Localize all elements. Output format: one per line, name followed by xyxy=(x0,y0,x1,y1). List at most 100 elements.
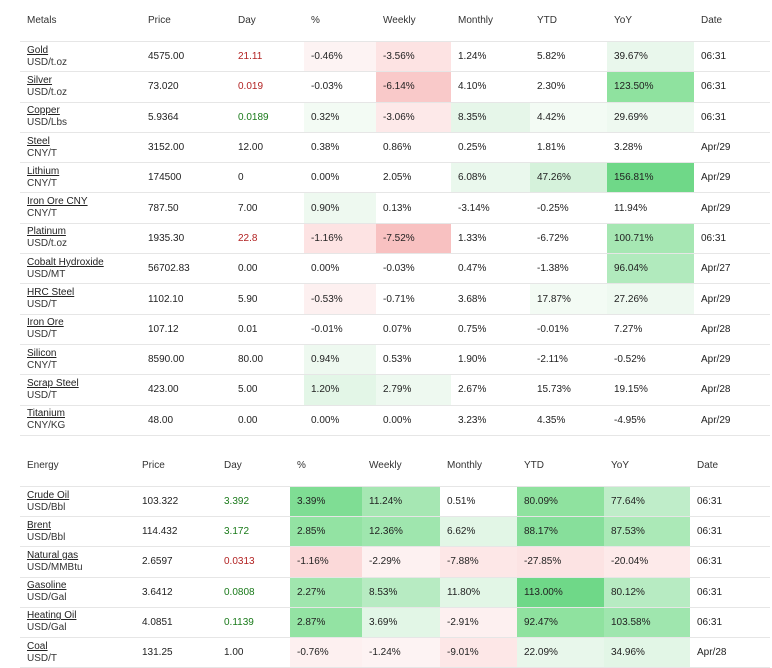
weekly-cell: 11.24% xyxy=(362,485,440,517)
weekly-cell: -7.52% xyxy=(376,222,451,254)
day-change-cell: 0.01 xyxy=(231,313,304,345)
date-cell: Apr/29 xyxy=(694,131,770,163)
table-row[interactable]: Crude Oil USD/Bbl 103.322 3.392 3.39% 11.24% 0… xyxy=(20,485,770,517)
table-row[interactable]: HRC Steel USD/T 1102.10 5.90 -0.53% -0.71% 3.6… xyxy=(20,283,770,315)
ytd-cell: 15.73% xyxy=(530,374,607,406)
yoy-cell: -4.95% xyxy=(607,404,694,436)
pct-change-cell: 0.90% xyxy=(304,192,376,224)
col-header-yoy: YoY xyxy=(607,0,694,42)
monthly-cell: 1.33% xyxy=(451,222,530,254)
weekly-cell: -0.03% xyxy=(376,253,451,284)
metals-header: Metals Price Day % Weekly Monthly YTD Yo… xyxy=(20,0,770,42)
table-row[interactable]: Brent USD/Bbl 114.432 3.172 2.85% 12.36% 6.62%… xyxy=(20,516,770,547)
monthly-cell: -3.14% xyxy=(451,192,530,224)
col-header-yoy: YoY xyxy=(604,445,690,487)
commodity-link[interactable]: Iron Ore CNY xyxy=(27,196,88,208)
yoy-cell: 100.71% xyxy=(607,222,694,254)
price-cell: 5.9364 xyxy=(141,101,231,133)
table-row[interactable]: Gasoline USD/Gal 3.6412 0.0808 2.27% 8.53% 11.… xyxy=(20,576,770,608)
price-cell: 114.432 xyxy=(135,516,217,547)
table-row[interactable]: Gold USD/t.oz 4575.00 21.11 -0.46% -3.56% 1.24… xyxy=(20,40,770,72)
table-row[interactable]: Iron Ore USD/T 107.12 0.01 -0.01% 0.07% 0.75% -… xyxy=(20,313,770,345)
table-row[interactable]: Titanium CNY/KG 48.00 0.00 0.00% 0.00% 3.23% 4.… xyxy=(20,404,770,436)
commodity-link[interactable]: Silver xyxy=(27,74,53,86)
table-row[interactable]: Silicon CNY/T 8590.00 80.00 0.94% 0.53% 1.90% -… xyxy=(20,343,770,375)
commodity-unit: USD/Gal xyxy=(27,622,67,634)
day-change-cell: 0.00 xyxy=(231,404,304,436)
commodity-link[interactable]: Gasoline xyxy=(27,580,67,592)
commodity-link[interactable]: Brent xyxy=(27,519,51,531)
commodity-cell: HRC Steel USD/T xyxy=(20,283,141,315)
yoy-cell: 77.64% xyxy=(604,485,690,517)
ytd-cell: 5.82% xyxy=(530,40,607,72)
commodity-unit: USD/t.oz xyxy=(27,86,68,98)
pct-change-cell: -0.01% xyxy=(304,313,376,345)
pct-change-cell: -0.03% xyxy=(304,71,376,103)
day-change-cell: 5.90 xyxy=(231,283,304,315)
weekly-cell: 3.69% xyxy=(362,606,440,638)
weekly-cell: 0.86% xyxy=(376,131,451,163)
monthly-cell: 3.23% xyxy=(451,404,530,436)
commodity-link[interactable]: Steel xyxy=(27,135,50,147)
date-cell: 06:31 xyxy=(694,101,770,133)
commodity-link[interactable]: Heating Oil xyxy=(27,610,77,622)
table-row[interactable]: Cobalt Hydroxide USD/MT 56702.83 0.00 0.00% -… xyxy=(20,253,770,284)
table-row[interactable]: Silver USD/t.oz 73.020 0.019 -0.03% -6.14% 4.1… xyxy=(20,71,770,103)
weekly-cell: 0.00% xyxy=(376,404,451,436)
commodity-cell: Gasoline USD/Gal xyxy=(20,576,135,608)
pct-change-cell: -0.53% xyxy=(304,283,376,315)
yoy-cell: 123.50% xyxy=(607,71,694,103)
commodity-link[interactable]: Iron Ore xyxy=(27,317,64,329)
commodity-link[interactable]: Lithium xyxy=(27,165,60,177)
table-row[interactable]: Scrap Steel USD/T 423.00 5.00 1.20% 2.79% 2.67… xyxy=(20,374,770,406)
table-row[interactable]: Natural gas USD/MMBtu 2.6597 0.0313 -1.16% -2… xyxy=(20,546,770,578)
date-cell: Apr/27 xyxy=(694,253,770,284)
commodity-link[interactable]: Titanium xyxy=(27,408,65,420)
yoy-cell: 39.67% xyxy=(607,40,694,72)
price-cell: 1935.30 xyxy=(141,222,231,254)
commodity-link[interactable]: Scrap Steel xyxy=(27,377,79,389)
commodity-link[interactable]: Gold xyxy=(27,44,49,56)
commodity-cell: Gold USD/t.oz xyxy=(20,40,141,72)
pct-change-cell: 3.39% xyxy=(290,485,362,517)
commodity-link[interactable]: Coal xyxy=(27,640,48,652)
monthly-cell: 0.51% xyxy=(440,485,517,517)
monthly-cell: 1.90% xyxy=(451,343,530,375)
monthly-cell: 6.08% xyxy=(451,162,530,193)
weekly-cell: 0.07% xyxy=(376,313,451,345)
table-row[interactable]: Coal USD/T 131.25 1.00 -0.76% -1.24% -9.01% 22.… xyxy=(20,636,770,668)
monthly-cell: -7.88% xyxy=(440,546,517,578)
pct-change-cell: 2.85% xyxy=(290,516,362,547)
ytd-cell: -1.38% xyxy=(530,253,607,284)
weekly-cell: -0.71% xyxy=(376,283,451,315)
table-row[interactable]: Steel CNY/T 3152.00 12.00 0.38% 0.86% 0.25% 1.8… xyxy=(20,131,770,163)
commodity-link[interactable]: Cobalt Hydroxide xyxy=(27,256,104,268)
table-row[interactable]: Lithium CNY/T 174500 0 0.00% 2.05% 6.08% 47.26%… xyxy=(20,162,770,193)
ytd-cell: 88.17% xyxy=(517,516,604,547)
day-change-cell: 0.00 xyxy=(231,253,304,284)
commodity-link[interactable]: Silicon xyxy=(27,347,57,359)
day-change-cell: 0.1139 xyxy=(217,606,290,638)
date-cell: 06:31 xyxy=(690,606,770,638)
pct-change-cell: 0.32% xyxy=(304,101,376,133)
ytd-cell: 92.47% xyxy=(517,606,604,638)
price-cell: 48.00 xyxy=(141,404,231,436)
col-header-ytd: YTD xyxy=(517,445,604,487)
commodity-link[interactable]: Crude Oil xyxy=(27,489,70,501)
commodity-cell: Heating Oil USD/Gal xyxy=(20,606,135,638)
table-row[interactable]: Platinum USD/t.oz 1935.30 22.8 -1.16% -7.52% 1… xyxy=(20,222,770,254)
price-cell: 174500 xyxy=(141,162,231,193)
commodity-link[interactable]: Copper xyxy=(27,105,60,117)
commodity-link[interactable]: Platinum xyxy=(27,226,66,238)
ytd-cell: 17.87% xyxy=(530,283,607,315)
commodity-link[interactable]: HRC Steel xyxy=(27,287,75,299)
commodity-link[interactable]: Natural gas xyxy=(27,549,79,561)
yoy-cell: -20.04% xyxy=(604,546,690,578)
table-row[interactable]: Copper USD/Lbs 5.9364 0.0189 0.32% -3.06% 8.35… xyxy=(20,101,770,133)
commodity-cell: Natural gas USD/MMBtu xyxy=(20,546,135,578)
day-change-cell: 5.00 xyxy=(231,374,304,406)
table-row[interactable]: Iron Ore CNY CNY/T 787.50 7.00 0.90% 0.13% -3.… xyxy=(20,192,770,224)
table-row[interactable]: Heating Oil USD/Gal 4.0851 0.1139 2.87% 3.69%… xyxy=(20,606,770,638)
date-cell: 06:31 xyxy=(694,222,770,254)
